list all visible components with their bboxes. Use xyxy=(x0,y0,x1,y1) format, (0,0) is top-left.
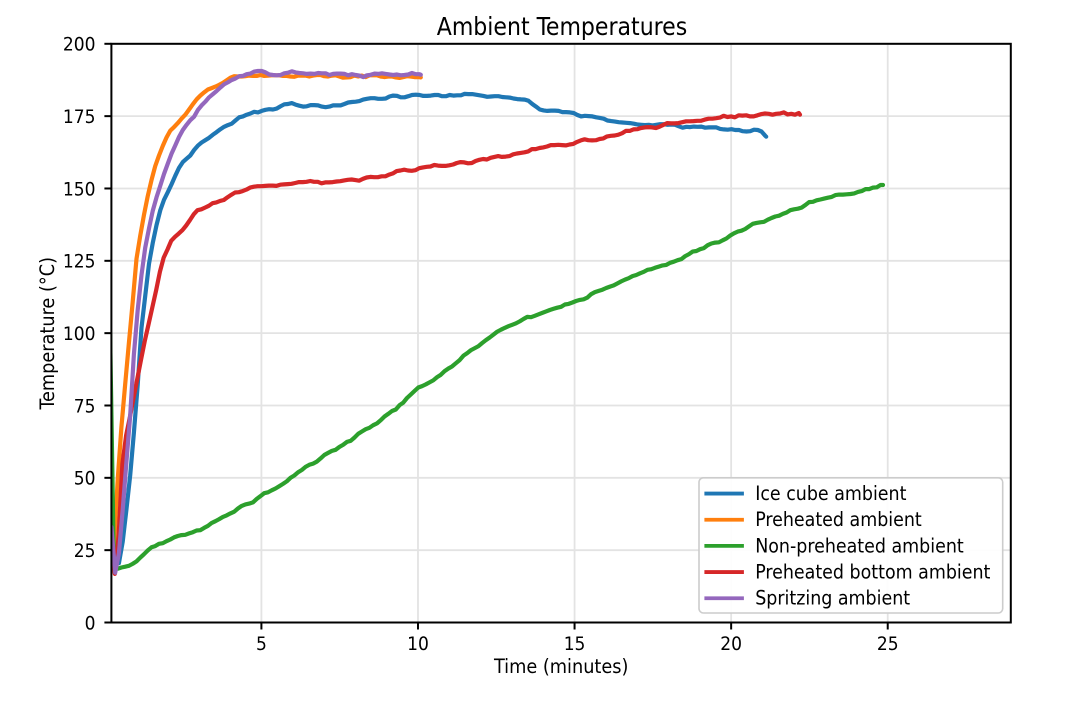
series-line-spritzing-ambient xyxy=(111,68,423,575)
axes-layer: 5 10 15 20 25 0 25 50 75 100 125 150 175 200 xyxy=(63,34,1012,655)
legend-label-preheated-ambient: Preheated ambient xyxy=(755,508,922,531)
x-tick-label-25: 25 xyxy=(877,633,899,655)
y-tick-label-175: 175 xyxy=(63,106,96,128)
y-axis-label: Temperature (°C) xyxy=(36,257,59,411)
y-tick-label-125: 125 xyxy=(63,251,96,273)
x-tick-label-10: 10 xyxy=(407,633,429,655)
y-tick-label-100: 100 xyxy=(63,323,96,345)
chart-title: Ambient Temperatures xyxy=(437,12,687,41)
series-line-non-preheated-ambient xyxy=(111,182,886,572)
legend-label-preheated-bottom-ambient: Preheated bottom ambient xyxy=(755,561,990,584)
y-tick-label-75: 75 xyxy=(74,395,96,417)
series-layer xyxy=(111,68,886,576)
legend-label-non-preheated-ambient: Non-preheated ambient xyxy=(755,534,964,557)
y-tick-label-0: 0 xyxy=(85,612,96,634)
legend-box xyxy=(698,476,1004,614)
legend: Ice cube ambient Preheated ambient Non-pre… xyxy=(698,476,1004,614)
x-tick-label-5: 5 xyxy=(256,633,267,655)
y-tick-label-200: 200 xyxy=(63,34,96,56)
y-tick-label-150: 150 xyxy=(63,178,96,200)
y-tick-label-25: 25 xyxy=(74,540,96,562)
x-tick-label-20: 20 xyxy=(720,633,742,655)
legend-label-ice-cube-ambient: Ice cube ambient xyxy=(755,482,906,505)
legend-label-spritzing-ambient: Spritzing ambient xyxy=(755,587,910,610)
series-line-preheated-bottom-ambient xyxy=(111,110,803,576)
x-axis-label: Time (minutes) xyxy=(493,655,628,678)
y-tick-label-50: 50 xyxy=(74,468,96,490)
x-tick-label-15: 15 xyxy=(564,633,586,655)
